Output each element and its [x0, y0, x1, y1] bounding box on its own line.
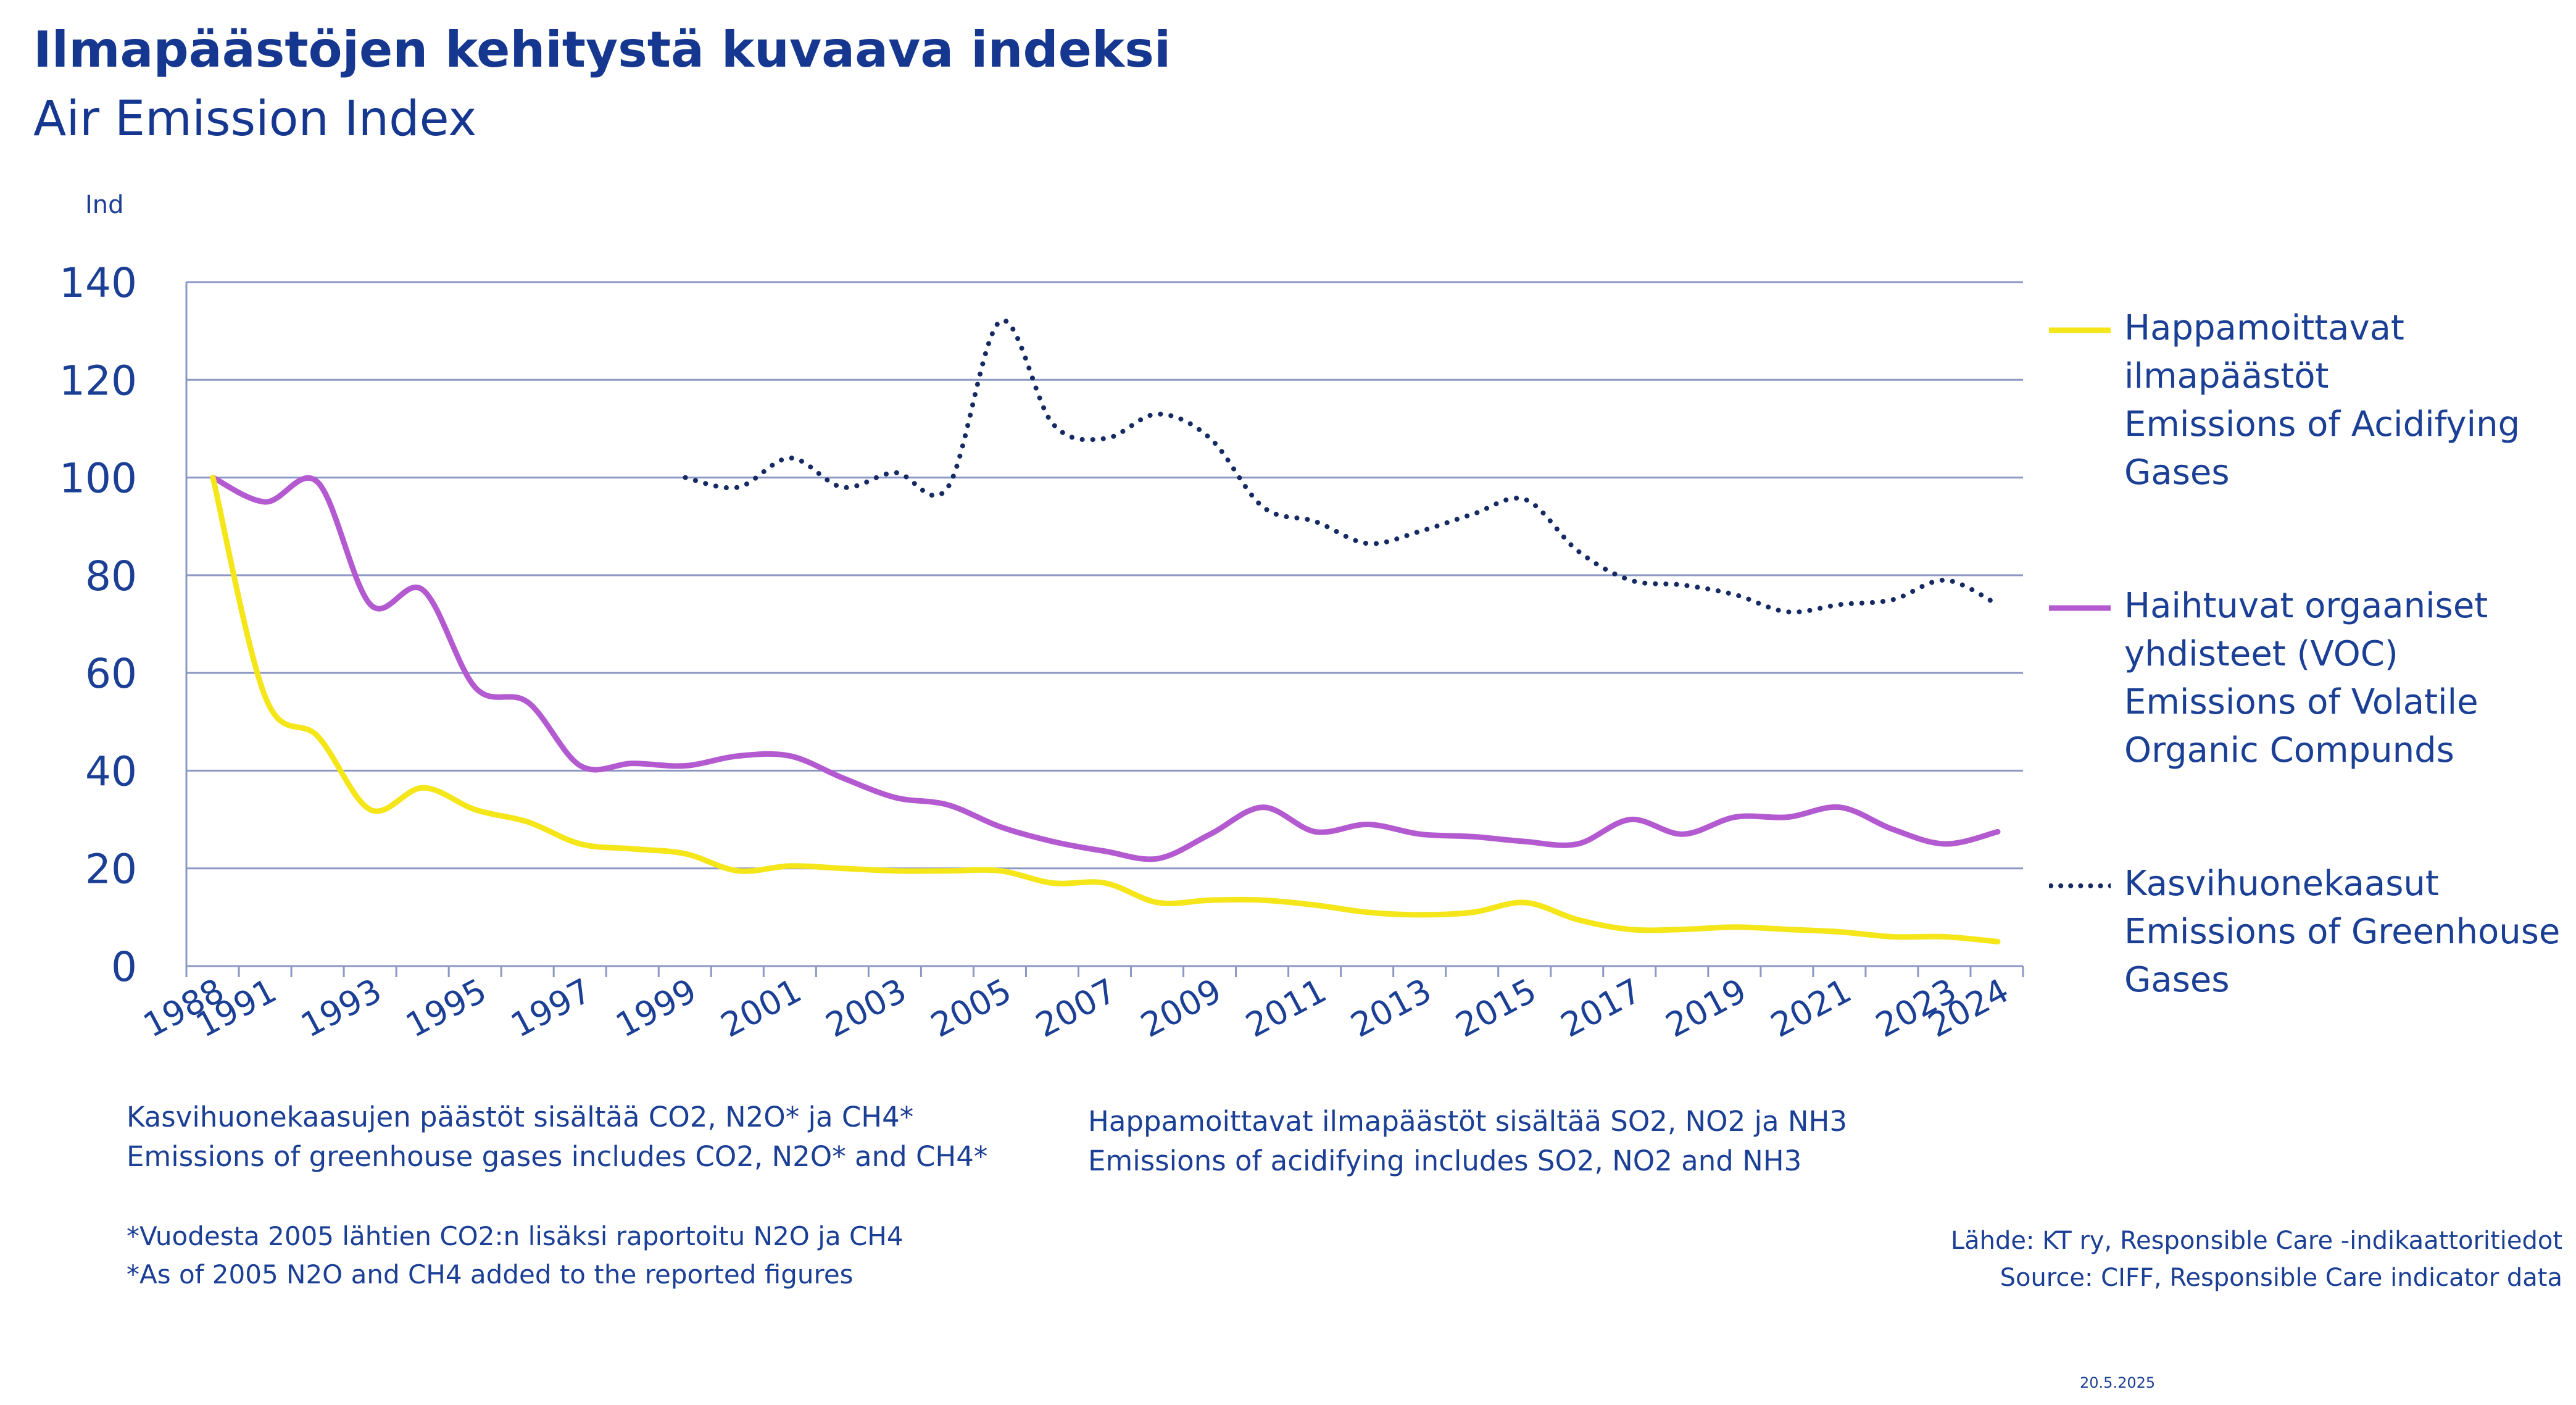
legend-line: Gases — [2124, 960, 2230, 1000]
note-acidifying-contents: Happamoittavat ilmapäästöt sisältää SO2,… — [1088, 1102, 1847, 1181]
footnote: *Vuodesta 2005 lähtien CO2:n lisäksi rap… — [127, 1217, 904, 1294]
legend-line: Gases — [2124, 452, 2230, 493]
publication-date: 20.5.2025 — [2080, 1374, 2156, 1391]
x-tick-label: 1999 — [610, 971, 703, 1045]
x-tick-label: 2001 — [715, 971, 808, 1045]
legend-line: Haihtuvat orgaaniset — [2124, 586, 2488, 626]
legend-line: Organic Compunds — [2124, 730, 2454, 770]
y-tick-label: 40 — [85, 748, 137, 795]
x-tick-label: 2009 — [1134, 971, 1228, 1045]
y-tick-label: 20 — [85, 846, 137, 893]
y-tick-label: 120 — [59, 357, 137, 404]
series-line-voc — [210, 475, 2001, 862]
legend-swatch-acidifying — [2049, 327, 2111, 333]
x-tick-label: 2003 — [820, 971, 913, 1045]
x-tick-label: 2017 — [1555, 971, 1648, 1045]
source-line: Lähde: KT ry, Responsible Care -indikaat… — [1950, 1227, 2562, 1255]
x-tick-label: 2005 — [924, 971, 1018, 1045]
legend-line: Kasvihuonekaasut — [2124, 864, 2439, 904]
note-line: Happamoittavat ilmapäästöt sisältää SO2,… — [1088, 1105, 1848, 1138]
y-tick-label: 100 — [59, 455, 137, 502]
x-tick-label: 1995 — [399, 971, 492, 1045]
series-line-greenhouse — [683, 318, 2000, 615]
x-tick-label: 2015 — [1450, 971, 1543, 1045]
axes — [185, 282, 2024, 977]
y-tick-label: 80 — [85, 552, 137, 600]
gridlines — [186, 281, 2023, 870]
legend-line: Emissions of Greenhouse — [2124, 912, 2561, 952]
y-tick-label: 0 — [111, 943, 137, 991]
y-axis-unit-label: Ind — [85, 191, 124, 219]
y-tick-labels: 0 20 40 60 80 100 120 140 — [59, 259, 137, 991]
legend-swatch-greenhouse — [2049, 883, 2111, 888]
x-tick-label: 2019 — [1660, 971, 1753, 1045]
legend-line: Happamoittavat — [2124, 308, 2404, 348]
x-tick-label: 2007 — [1029, 971, 1123, 1045]
note-line: Kasvihuonekaasujen päästöt sisältää CO2,… — [127, 1101, 914, 1133]
legend-label-greenhouse: Kasvihuonekaasut Emissions of Greenhouse… — [2124, 860, 2560, 1004]
source-credit: Lähde: KT ry, Responsible Care -indikaat… — [1951, 1222, 2562, 1296]
chart-subtitle: Air Emission Index — [33, 91, 477, 147]
series-line-acidifying — [210, 475, 2001, 944]
series-lines — [210, 318, 2001, 944]
legend-label-voc: Haihtuvat orgaaniset yhdisteet (VOC) Emi… — [2124, 582, 2488, 775]
x-tick-label: 1997 — [505, 971, 598, 1045]
x-tick-label: 2011 — [1239, 971, 1332, 1045]
chart-title: Ilmapäästöjen kehitystä kuvaava indeksi — [33, 21, 1171, 78]
y-tick-label: 140 — [59, 259, 137, 307]
legend-label-acidifying: Happamoittavat ilmapäästöt Emissions of … — [2124, 304, 2520, 497]
x-tick-label: 2021 — [1764, 971, 1858, 1045]
footnote-line: *As of 2005 N2O and CH4 added to the rep… — [127, 1259, 854, 1290]
source-line: Source: CIFF, Responsible Care indicator… — [2000, 1264, 2562, 1292]
legend-line: yhdisteet (VOC) — [2124, 634, 2398, 674]
legend-line: Emissions of Volatile — [2124, 682, 2478, 722]
footnote-line: *Vuodesta 2005 lähtien CO2:n lisäksi rap… — [127, 1221, 904, 1251]
note-greenhouse-contents: Kasvihuonekaasujen päästöt sisältää CO2,… — [127, 1098, 987, 1177]
y-tick-label: 60 — [85, 650, 137, 698]
x-tick-label: 1993 — [294, 971, 388, 1045]
legend-line: Emissions of Acidifying — [2124, 404, 2520, 444]
legend-line: ilmapäästöt — [2124, 356, 2329, 396]
x-tick-label: 2013 — [1345, 971, 1438, 1045]
legend-swatch-voc — [2049, 605, 2111, 611]
note-line: Emissions of acidifying includes SO2, NO… — [1088, 1144, 1802, 1177]
note-line: Emissions of greenhouse gases includes C… — [127, 1140, 988, 1173]
